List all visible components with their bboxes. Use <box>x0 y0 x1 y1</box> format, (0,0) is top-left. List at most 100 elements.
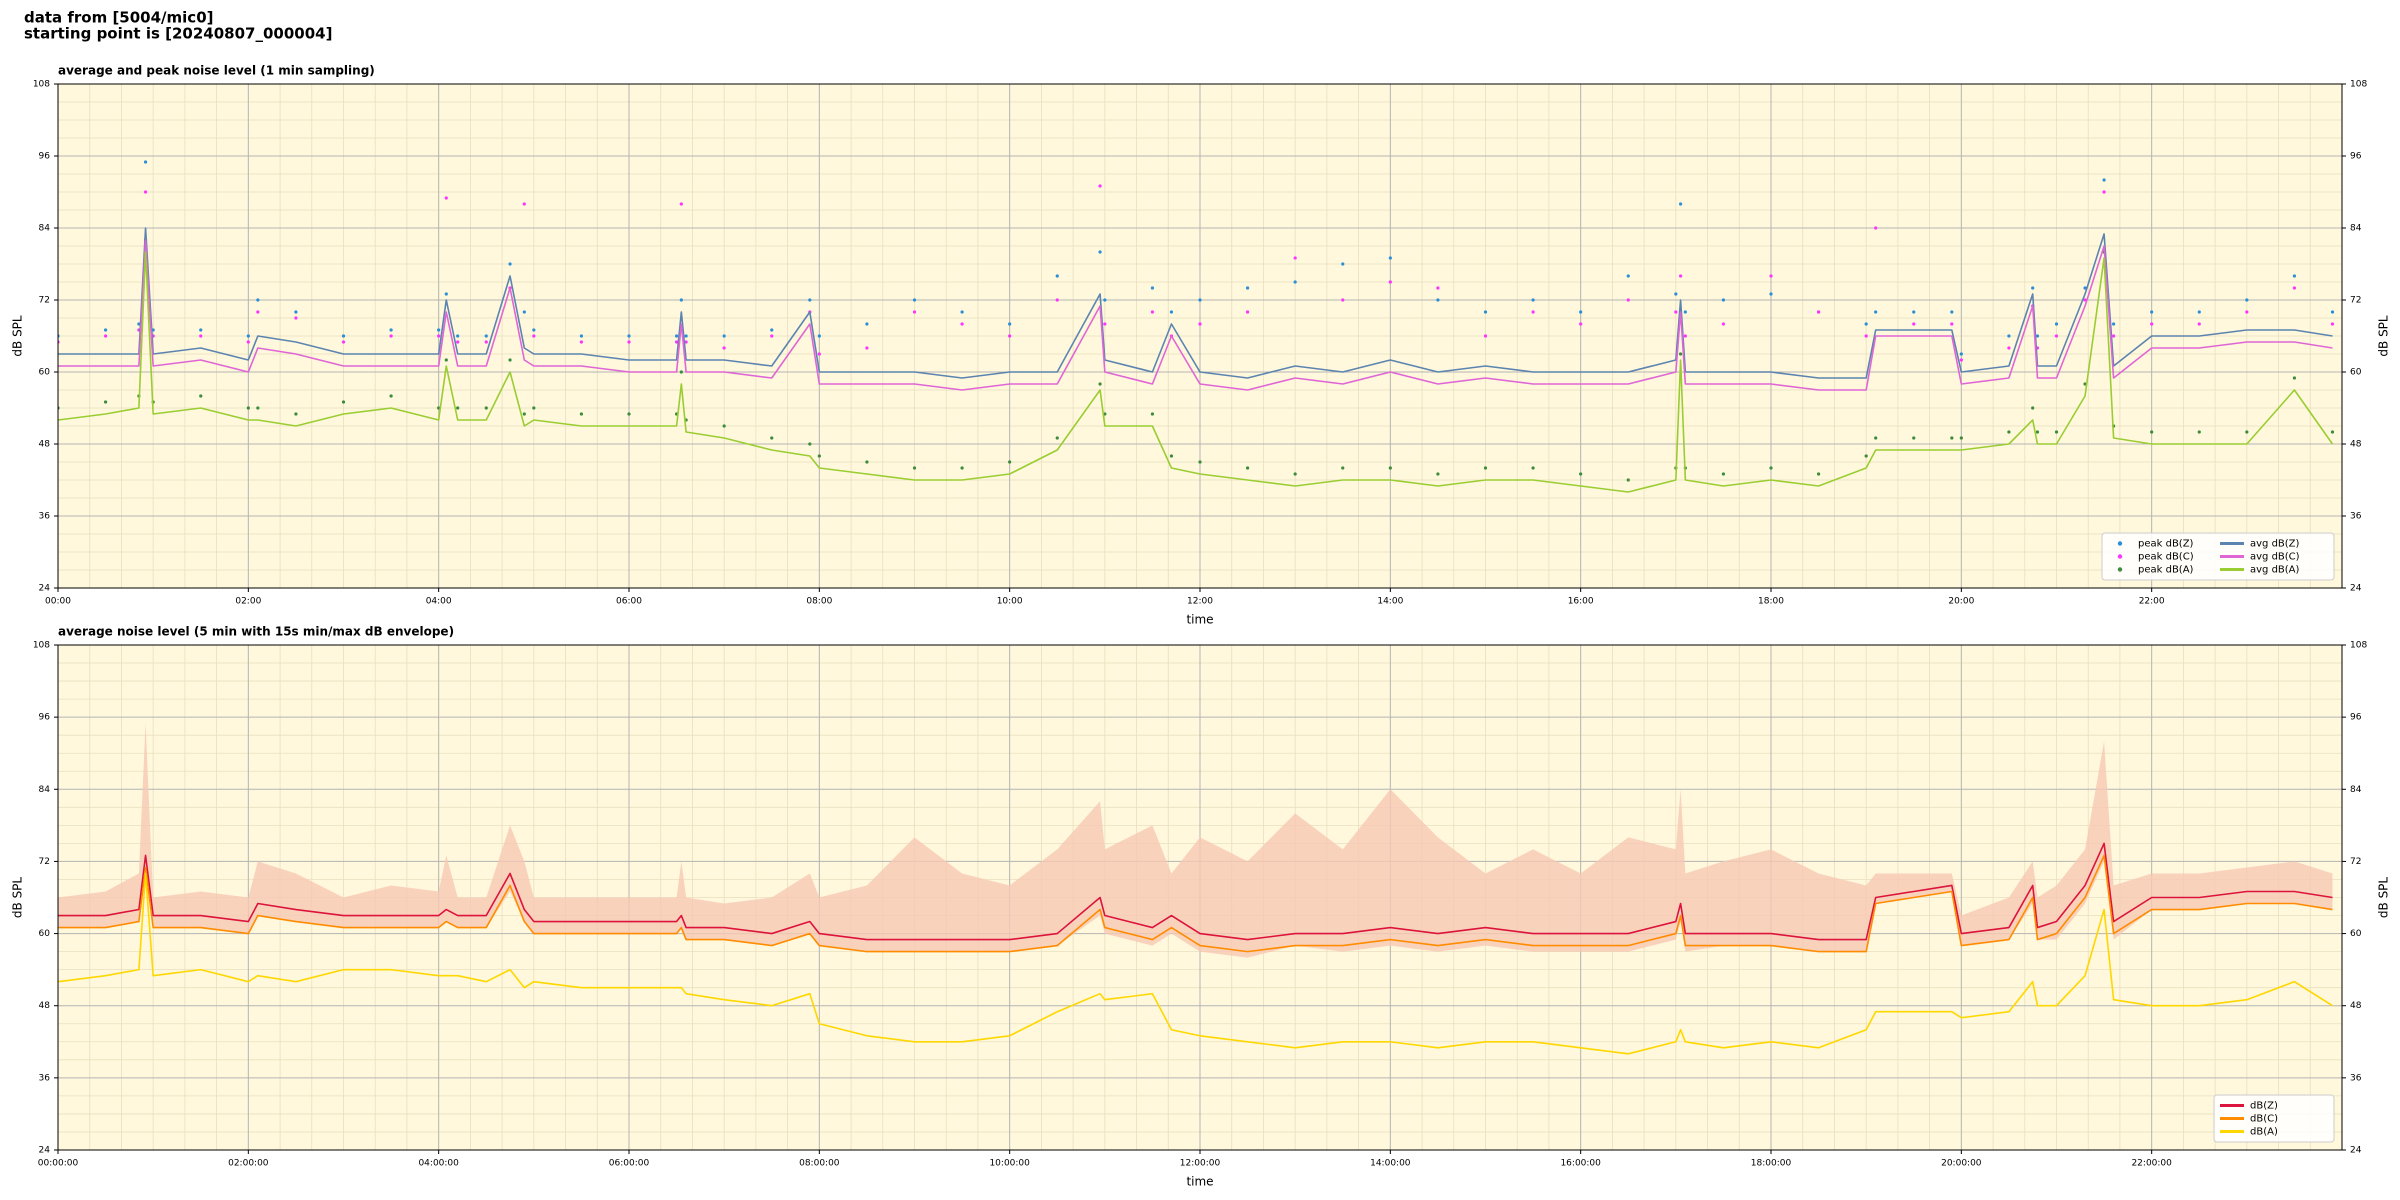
y-tick-label: 60 <box>2350 368 2362 378</box>
y-tick-label: 108 <box>33 80 50 90</box>
peak-dot <box>1008 460 1012 464</box>
y-axis-label: dB SPL <box>11 315 25 357</box>
peak-dot <box>1098 382 1102 386</box>
peak-dot <box>817 334 821 338</box>
peak-dot <box>1950 436 1954 440</box>
x-tick-label: 14:00:00 <box>1370 1159 1411 1169</box>
peak-dot <box>389 394 393 398</box>
y-tick-label: 84 <box>39 224 51 234</box>
peak-dot <box>1678 352 1683 356</box>
peak-dot <box>1388 280 1392 284</box>
peak-dot <box>1816 472 1821 476</box>
peak-dot <box>199 394 203 398</box>
y-tick-label: 84 <box>39 785 51 795</box>
peak-dot <box>674 334 679 338</box>
peak-dot <box>1769 292 1773 296</box>
peak-dot <box>143 190 148 194</box>
peak-dot <box>1721 472 1726 476</box>
peak-dot <box>1150 310 1155 314</box>
peak-dot <box>1864 454 1868 458</box>
legend-label: peak dB(Z) <box>2138 539 2194 550</box>
peak-dot <box>1098 184 1102 188</box>
x-tick-label: 20:00:00 <box>1941 1159 1982 1169</box>
peak-dot <box>2083 298 2087 302</box>
peak-dot <box>1721 322 1726 326</box>
peak-dot <box>1864 334 1868 338</box>
x-tick-label: 06:00:00 <box>609 1159 650 1169</box>
peak-dot <box>532 334 536 338</box>
peak-dot <box>1626 298 1630 302</box>
peak-dot <box>808 298 812 302</box>
plot-frame <box>57 83 2343 589</box>
x-tick-label: 02:00:00 <box>228 1159 269 1169</box>
y-tick-label: 48 <box>2350 440 2362 450</box>
peak-dot <box>1436 298 1440 302</box>
peak-dot <box>1483 466 1488 470</box>
peak-dot <box>2007 334 2011 338</box>
peak-dot <box>1579 322 1583 326</box>
y-tick-label: 24 <box>2350 1146 2362 1156</box>
y-tick-label: 96 <box>39 713 51 723</box>
peak-dot <box>2083 286 2087 290</box>
peak-dot <box>579 340 584 344</box>
envelope-area <box>58 723 2333 958</box>
peak-dot <box>1874 310 1878 314</box>
y-tick-label: 72 <box>2350 296 2361 306</box>
peak-dot <box>389 328 393 332</box>
peak-dot <box>2330 430 2335 434</box>
legend-label: avg dB(Z) <box>2250 539 2300 550</box>
peak-dot <box>1531 310 1535 314</box>
x-tick-label: 18:00:00 <box>1751 1159 1792 1169</box>
legend-label: peak dB(C) <box>2138 552 2194 563</box>
x-tick-label: 00:00 <box>45 597 71 607</box>
series-line <box>58 251 2334 493</box>
peak-dot <box>1293 472 1297 476</box>
peak-dot <box>1150 412 1155 416</box>
peak-dot <box>579 334 584 338</box>
peak-dot <box>1959 352 1963 356</box>
peak-dot <box>579 412 584 416</box>
x-tick-label: 04:00:00 <box>418 1159 459 1169</box>
peak-dot <box>1579 472 1583 476</box>
y-tick-label: 36 <box>2350 512 2362 522</box>
x-tick-label: 06:00 <box>616 597 642 607</box>
peak-dot <box>143 160 148 164</box>
x-tick-label: 02:00 <box>235 597 261 607</box>
peak-dot <box>444 292 448 296</box>
peak-dot <box>1103 322 1107 326</box>
legend-label: peak dB(A) <box>2138 565 2194 576</box>
x-tick-label: 18:00 <box>1758 597 1784 607</box>
y-axis-label: dB SPL <box>2377 315 2391 357</box>
x-tick-label: 10:00 <box>997 597 1023 607</box>
plot-marks <box>58 160 2335 493</box>
peak-dot <box>256 406 260 410</box>
peak-dot <box>1816 310 1821 314</box>
peak-dot <box>103 400 108 404</box>
peak-dot <box>722 346 726 350</box>
legend-label: dB(A) <box>2250 1127 2278 1138</box>
peak-dot <box>484 406 488 410</box>
peak-dot <box>1198 298 1202 302</box>
legend-swatch <box>2117 554 2123 559</box>
peak-dot <box>484 340 488 344</box>
peak-dot <box>2035 334 2040 338</box>
peak-dot <box>1008 334 1012 338</box>
peak-dot <box>1683 310 1687 314</box>
peak-dot <box>1626 274 1630 278</box>
x-tick-label: 08:00:00 <box>799 1159 840 1169</box>
peak-dot <box>1483 334 1488 338</box>
peak-dot <box>2102 190 2106 194</box>
x-tick-label: 04:00 <box>426 597 452 607</box>
y-tick-label: 24 <box>39 1146 51 1156</box>
peak-dot <box>456 334 460 338</box>
peak-dot <box>294 412 298 416</box>
peak-dot <box>437 334 441 338</box>
peak-dot <box>246 340 250 344</box>
x-tick-label: 08:00 <box>806 597 832 607</box>
peak-dot <box>1098 250 1102 254</box>
peak-dot <box>674 340 679 344</box>
peak-dot <box>103 334 108 338</box>
peak-dot <box>2112 322 2116 326</box>
peak-dot <box>1874 226 1878 230</box>
